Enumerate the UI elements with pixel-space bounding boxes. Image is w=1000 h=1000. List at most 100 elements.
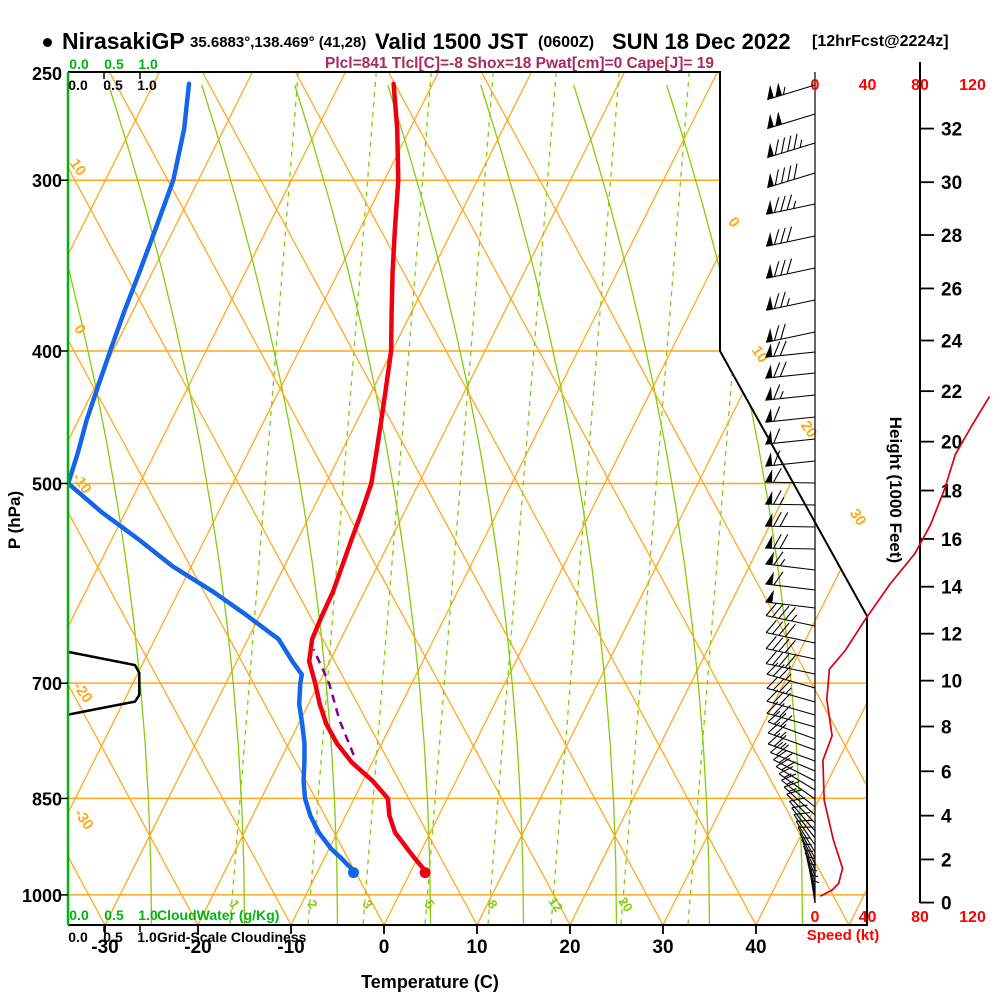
station-name: NirasakiGP (62, 28, 185, 54)
wind-barb (765, 323, 816, 343)
moist-adiabat-line (480, 84, 618, 925)
mixing-ratio-line (687, 72, 757, 925)
height-tick-label: 22 (941, 382, 962, 403)
wind-barb (765, 551, 816, 571)
wind-barb (793, 812, 816, 846)
wind-barb (775, 757, 816, 791)
cloudwater-scale-top: 0.5 (104, 56, 124, 72)
wind-barb (799, 833, 816, 865)
height-tick-label: 32 (941, 120, 962, 141)
height-tick-label: 10 (941, 672, 962, 693)
wind-barb (766, 689, 816, 716)
valid-date: SUN 18 Dec 2022 (612, 29, 791, 54)
wind-barb (806, 858, 817, 889)
pressure-axis-title: P (hPa) (5, 491, 24, 549)
wind-barb (765, 428, 816, 445)
wind-barb (765, 635, 816, 660)
wind-barb (766, 662, 816, 689)
mixing-ratio-line (550, 72, 620, 925)
isotherm-line (383, 72, 812, 925)
wind-barb (765, 291, 816, 311)
isotherm-line (476, 72, 867, 925)
valid-time-utc: (0600Z) (538, 34, 595, 51)
pressure-tick-label: 400 (32, 342, 62, 362)
wind-barb (765, 406, 816, 423)
forecast-tag: [12hrFcst@2224z] (812, 33, 949, 50)
height-tick-label: 14 (941, 578, 963, 599)
mixing-ratio-line (487, 72, 557, 925)
isotherm-line (848, 72, 867, 925)
speed-tick-label-bottom: 80 (911, 909, 929, 926)
cloudiness-scale-bottom: 0.0 (68, 929, 88, 945)
wind-barb (767, 721, 816, 751)
surface-temperature-dot (419, 867, 431, 879)
isotherm-line (68, 72, 347, 925)
mixing-ratio-line (424, 72, 494, 925)
dry-adiabat-line (68, 72, 385, 925)
pressure-tick-label: 250 (32, 64, 62, 84)
valid-time: Valid 1500 JST (375, 29, 528, 54)
cloudwater-scale-top: 1.0 (138, 56, 158, 72)
cloudiness-axis-label: Grid-Scale Cloudiness (157, 929, 307, 945)
height-tick-label: 28 (941, 226, 962, 247)
temp-tick-label: -20 (184, 937, 211, 958)
temp-tick-label: 40 (745, 937, 766, 958)
wind-barb (766, 676, 816, 703)
cloudiness-scale-bottom: 1.0 (137, 929, 157, 945)
temperature-curve (306, 81, 428, 873)
speed-tick-label-top: 80 (911, 77, 929, 94)
background-grid (68, 72, 867, 925)
wind-barb (764, 490, 816, 506)
wind-barb (802, 845, 816, 877)
dewpoint-curve (68, 81, 356, 873)
dry-adiabat-line (68, 72, 199, 925)
wind-barb (767, 732, 816, 762)
wind-barb (773, 750, 816, 782)
pressure-tick-label: 1000 (22, 886, 62, 906)
grid-line-label: 20 (797, 418, 820, 441)
grid-line-label: 30 (846, 506, 869, 529)
wind-barb (765, 226, 816, 247)
height-tick-label: 4 (941, 807, 952, 828)
speed-axis-title: Speed (kt) (807, 927, 880, 944)
wind-barb (767, 111, 816, 130)
wind-barb (765, 602, 816, 627)
grid-line-label: -30 (71, 806, 97, 834)
temp-tick-label: 30 (652, 937, 673, 958)
height-tick-label: 18 (941, 482, 962, 503)
station-bullet-icon (43, 38, 52, 47)
height-tick-label: 6 (941, 762, 952, 783)
cloudwater-scale-bottom: 0.0 (69, 907, 89, 923)
dry-adiabat-line (68, 72, 292, 925)
wind-barb (783, 781, 816, 816)
moist-adiabat-line (666, 84, 804, 925)
plot-area (68, 72, 867, 925)
speed-tick-label-top: 120 (959, 77, 986, 94)
dry-adiabat-line (68, 72, 478, 925)
height-tick-label: 0 (941, 894, 952, 915)
speed-tick-label-bottom: 120 (959, 909, 986, 926)
wind-barb (764, 534, 816, 550)
wind-barb (810, 874, 820, 904)
height-tick-label: 20 (941, 433, 962, 454)
wind-barbs (764, 82, 820, 904)
speed-tick-label-top: 40 (859, 77, 877, 94)
wind-barb (767, 710, 816, 740)
grid-line-label: 0 (70, 321, 89, 338)
sounding-indices: Plcl=841 Tlcl[C]=-8 Shox=18 Pwat[cm]=0 C… (325, 55, 714, 72)
parcel-ascent-curve (312, 648, 355, 756)
dry-adiabat-line (108, 72, 571, 925)
temp-tick-label: -10 (277, 937, 304, 958)
dry-adiabat-line (294, 72, 757, 925)
cloudiness-scale-top: 0.0 (68, 77, 88, 93)
wind-barb (778, 765, 816, 800)
grid-line-label: 10 (748, 343, 771, 366)
dry-adiabat-line (201, 72, 664, 925)
isotherm-line (290, 72, 719, 925)
grid-line-label: 10 (66, 156, 89, 179)
cloudiness-scale-top: 0.5 (103, 77, 123, 93)
cloudiness-scale-top: 1.0 (137, 77, 157, 93)
pressure-tick-label: 300 (32, 171, 62, 191)
